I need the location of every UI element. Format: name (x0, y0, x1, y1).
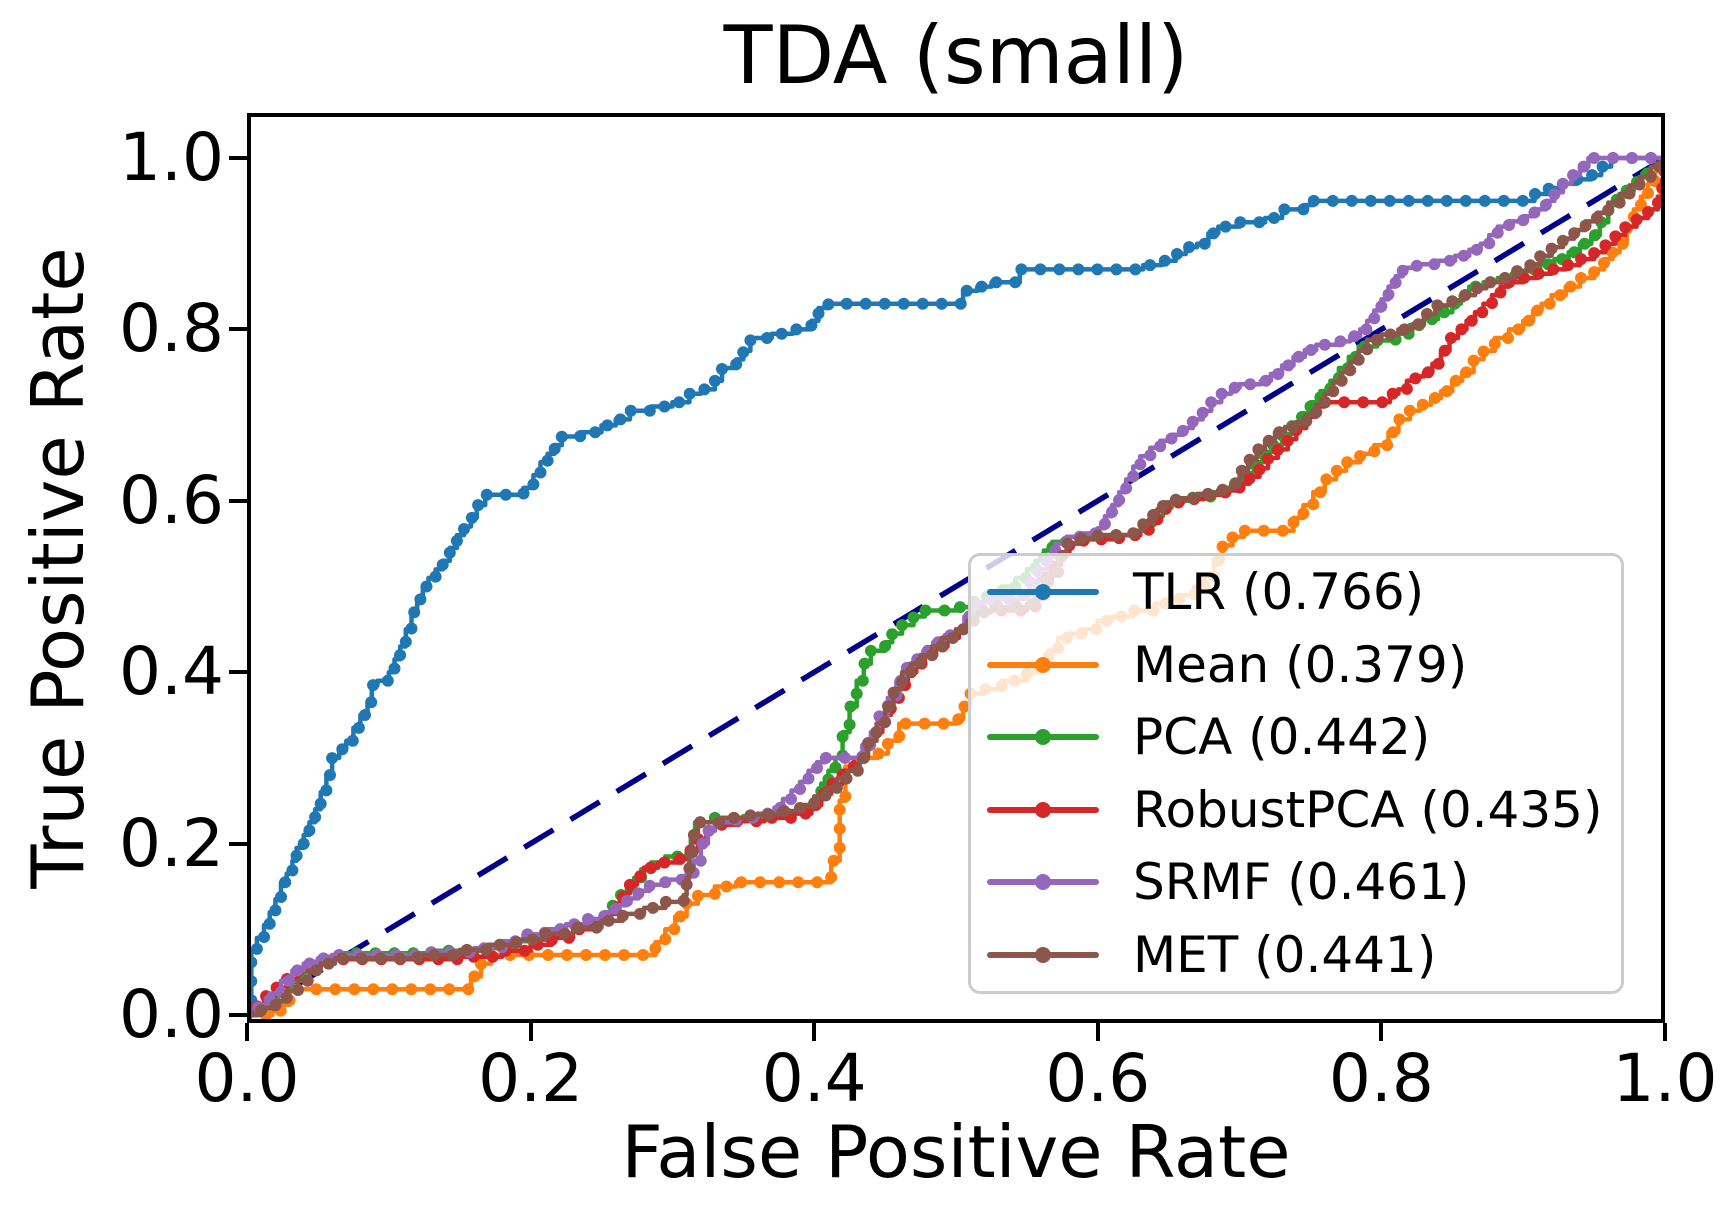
legend-item-pca: PCA (0.442) (987, 701, 1621, 774)
y-tick-label: 0.8 (119, 290, 224, 368)
chart-title: TDA (small) (723, 9, 1189, 102)
x-tick-label: 0.8 (1328, 1040, 1434, 1117)
legend-line-sample-pca (987, 729, 1099, 746)
y-tick-label: 1.0 (119, 119, 224, 196)
legend-marker-dot (1035, 729, 1051, 746)
legend-item-mean: Mean (0.379) (987, 629, 1621, 702)
legend-item-srmf: SRMF (0.461) (987, 846, 1621, 919)
y-tick-mark (229, 841, 247, 846)
legend-box: TLR (0.766) Mean (0.379) PCA (0.442) Robust… (968, 553, 1624, 994)
x-tick-mark (1379, 1023, 1384, 1041)
legend-line-sample-tlr (987, 584, 1099, 601)
x-tick-label: 0.4 (761, 1040, 867, 1117)
legend-label-srmf: SRMF (0.461) (1133, 853, 1470, 912)
legend-label-tlr: TLR (0.766) (1133, 563, 1425, 622)
legend-marker-dot (1035, 801, 1051, 818)
x-tick-mark (1663, 1023, 1667, 1041)
y-tick-label: 0.2 (119, 804, 224, 882)
y-tick-mark (229, 327, 247, 332)
chance-diagonal-line (247, 155, 1665, 1018)
legend-marker-dot (1035, 946, 1051, 963)
x-tick-mark (245, 1023, 249, 1041)
legend-label-pca: PCA (0.442) (1133, 708, 1431, 767)
legend-label-mean: Mean (0.379) (1133, 635, 1468, 694)
y-tick-label: 0.6 (119, 461, 224, 539)
legend-marker-dot (1035, 656, 1051, 673)
legend-item-tlr: TLR (0.766) (987, 556, 1621, 629)
legend-line-sample-met (987, 946, 1099, 963)
x-axis-label: False Positive Rate (621, 1110, 1291, 1194)
x-tick-mark (528, 1023, 533, 1041)
legend-line-sample-robustpca (987, 801, 1099, 818)
legend-marker-dot (1035, 584, 1051, 601)
x-tick-label: 0.6 (1045, 1040, 1151, 1117)
legend-line-sample-mean (987, 656, 1099, 673)
x-tick-label: 0.0 (194, 1040, 300, 1117)
x-tick-mark (812, 1023, 817, 1041)
x-tick-label: 1.0 (1612, 1040, 1718, 1117)
legend-label-robustpca: RobustPCA (0.435) (1133, 780, 1603, 839)
plot-area-border (247, 113, 1665, 1023)
x-tick-label: 0.2 (478, 1040, 584, 1117)
y-tick-mark (229, 156, 247, 160)
legend-label-met: MET (0.441) (1133, 925, 1437, 984)
legend-marker-dot (1035, 874, 1051, 891)
y-axis-label: True Positive Rate (16, 247, 100, 889)
y-tick-mark (229, 670, 247, 675)
y-tick-mark (229, 498, 247, 503)
x-tick-mark (1095, 1023, 1100, 1041)
y-tick-mark (229, 1013, 247, 1017)
legend-line-sample-srmf (987, 874, 1099, 891)
legend-item-met: MET (0.441) (987, 919, 1621, 992)
legend-item-robustpca: RobustPCA (0.435) (987, 774, 1621, 847)
y-tick-label: 0.0 (119, 976, 224, 1053)
y-tick-label: 0.4 (119, 633, 224, 711)
